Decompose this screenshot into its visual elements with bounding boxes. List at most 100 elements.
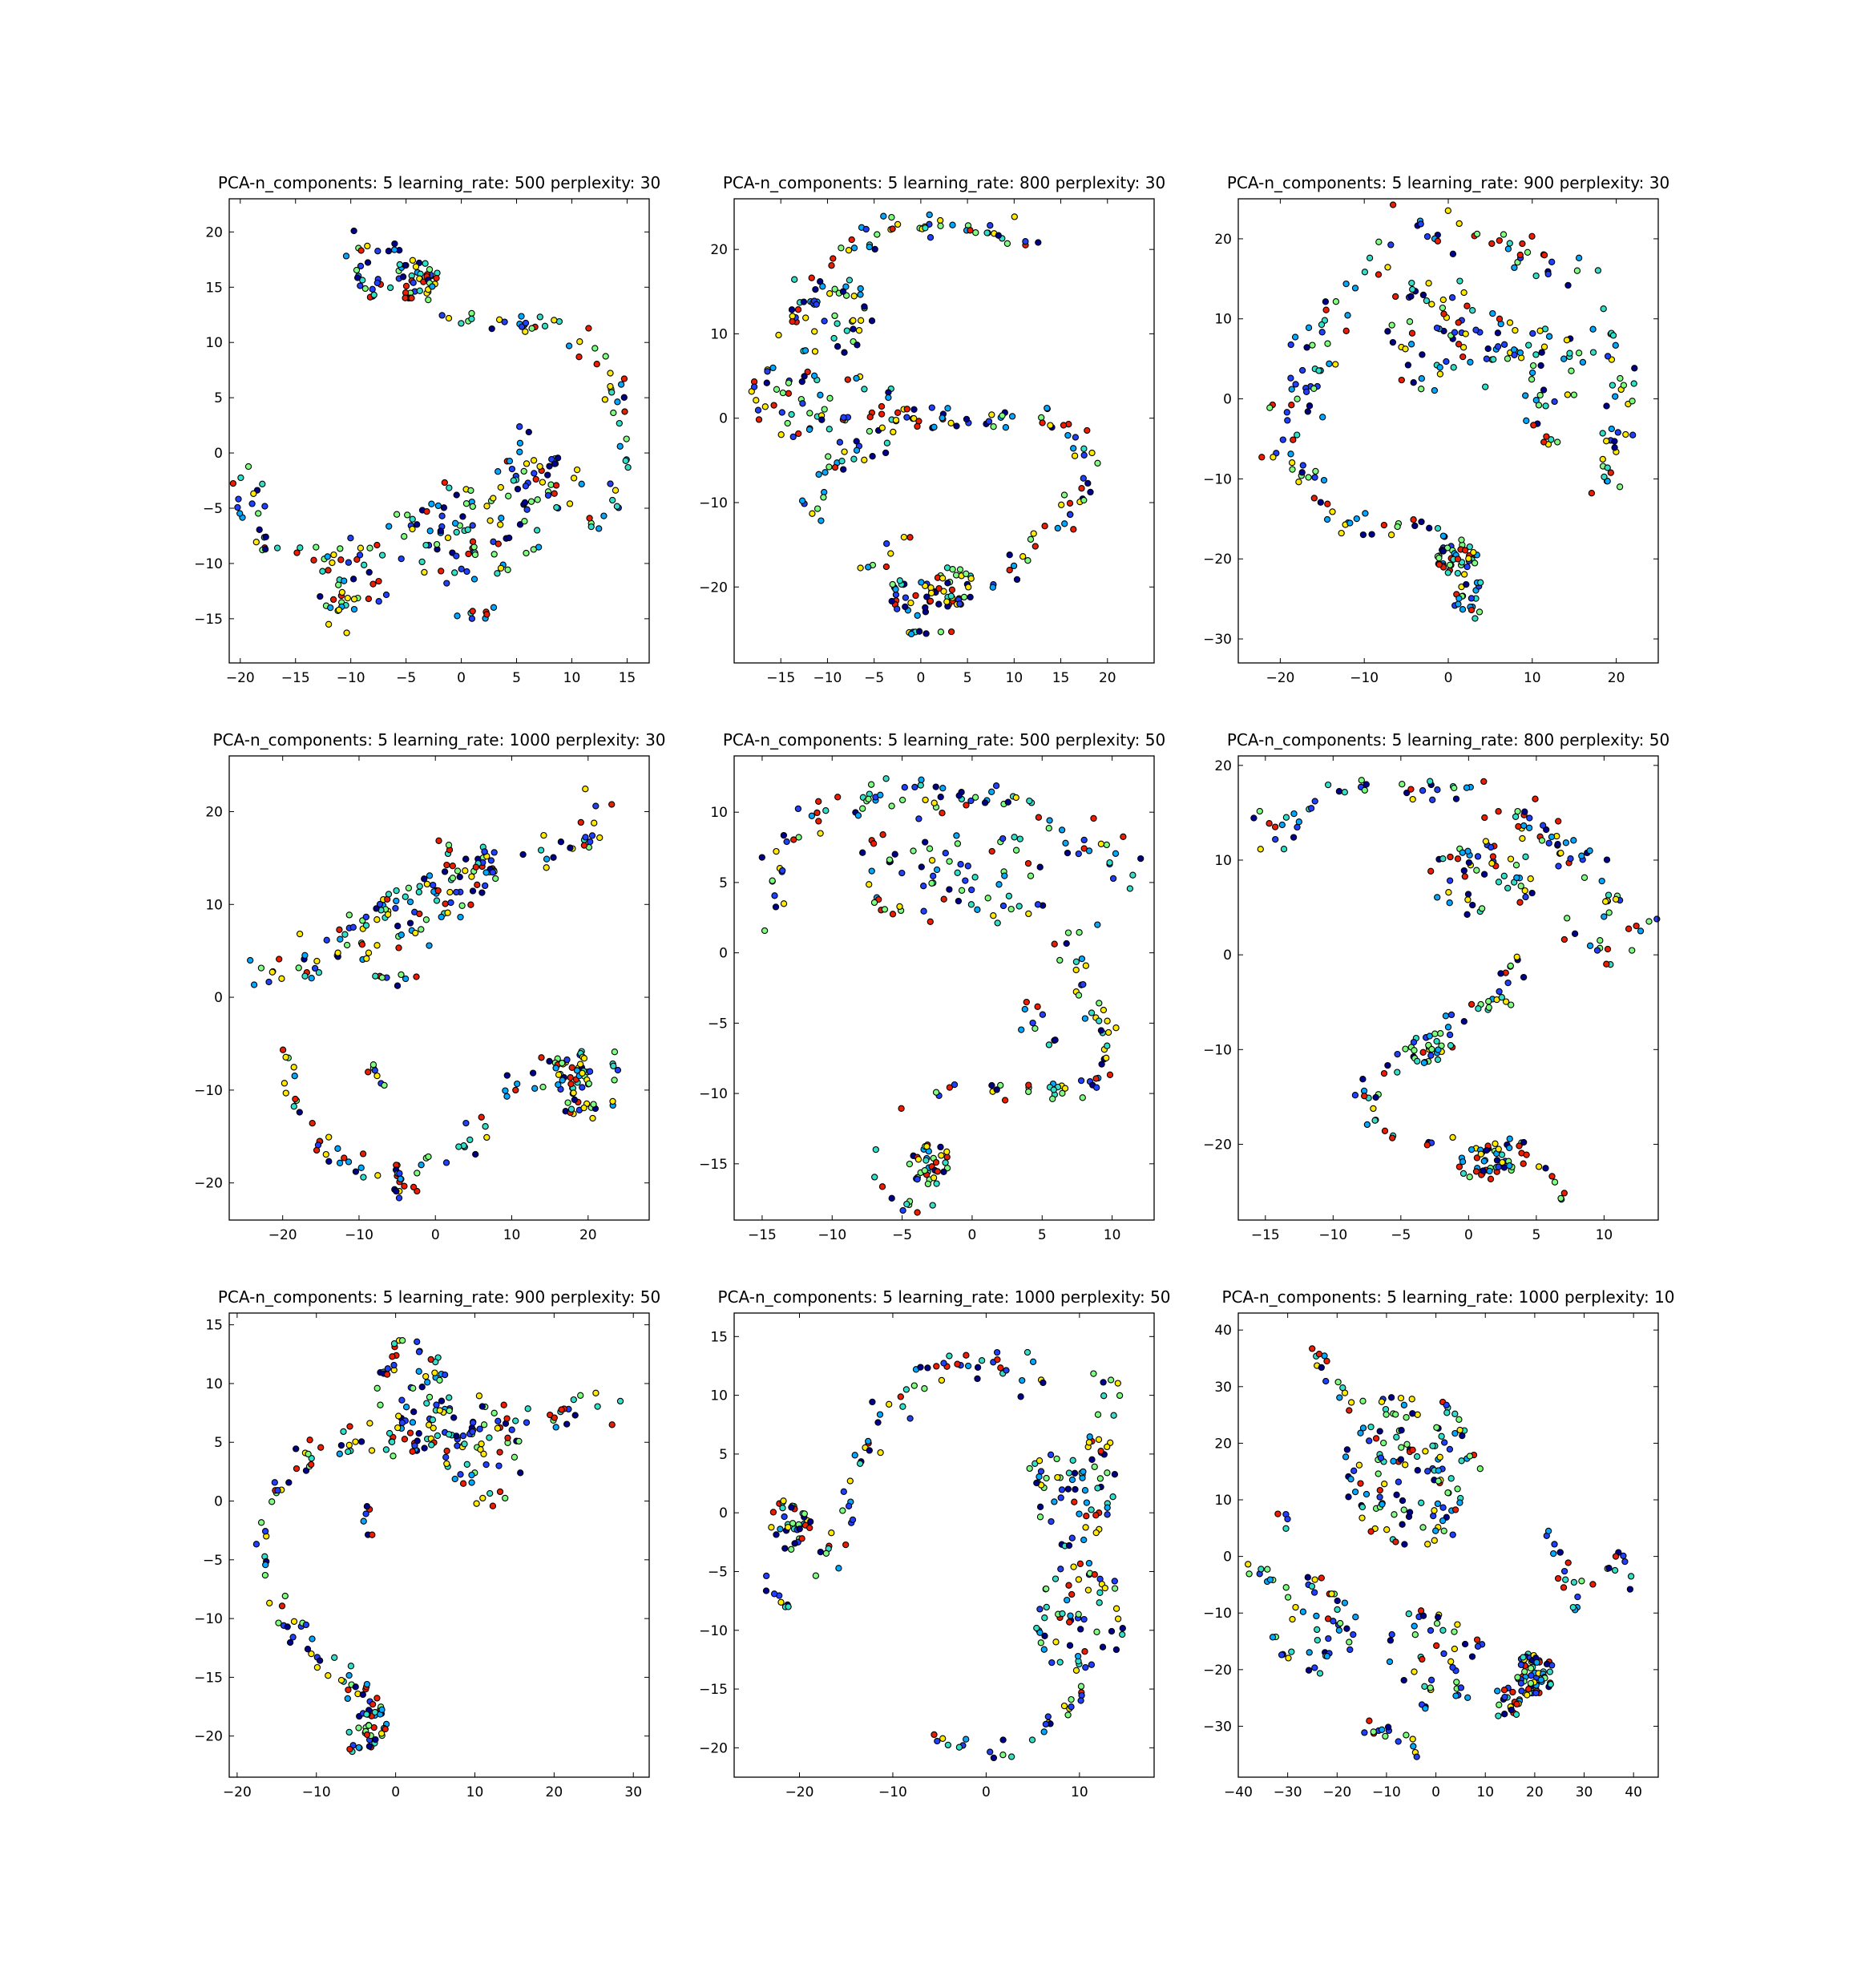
data-point: [811, 348, 819, 355]
x-tick-label: −40: [1224, 1784, 1253, 1800]
data-point: [1068, 1590, 1076, 1598]
data-point: [1626, 1586, 1634, 1593]
data-point: [1538, 837, 1546, 844]
data-point: [1045, 1041, 1053, 1049]
data-point: [398, 931, 405, 939]
data-point: [463, 568, 470, 576]
data-point: [1463, 911, 1471, 918]
data-point: [384, 1365, 391, 1372]
data-point: [1483, 355, 1491, 362]
data-point: [620, 375, 628, 382]
data-point: [616, 1397, 624, 1405]
data-point: [952, 572, 960, 579]
data-point: [559, 1077, 566, 1084]
data-point: [928, 404, 935, 411]
data-point: [922, 604, 929, 612]
data-point: [815, 471, 822, 478]
data-point: [1603, 402, 1610, 410]
data-point: [541, 322, 549, 329]
data-point: [1599, 455, 1606, 463]
data-point: [1409, 1410, 1416, 1417]
data-point: [1093, 1628, 1100, 1635]
data-point: [446, 1407, 453, 1414]
data-point: [486, 1434, 493, 1441]
data-point: [1346, 1646, 1354, 1654]
data-point: [1485, 998, 1492, 1005]
data-point: [1467, 606, 1476, 614]
data-point: [370, 291, 377, 299]
data-point: [1036, 1513, 1044, 1521]
data-point: [377, 1401, 384, 1408]
data-point: [1588, 490, 1596, 497]
data-point: [1409, 285, 1416, 293]
data-point: [934, 1737, 941, 1745]
data-point: [600, 512, 608, 519]
data-point: [1593, 947, 1601, 954]
data-point: [1065, 1469, 1073, 1477]
y-tick-label: −15: [699, 1157, 728, 1173]
data-point: [1409, 795, 1416, 803]
data-point: [1313, 1612, 1320, 1620]
data-point: [494, 570, 501, 577]
data-point: [567, 844, 574, 851]
data-point: [623, 435, 630, 442]
data-point: [428, 500, 435, 507]
data-point: [497, 564, 505, 572]
data-point: [1530, 422, 1537, 429]
data-point: [371, 1067, 378, 1074]
data-point: [349, 923, 357, 931]
data-point: [422, 260, 429, 267]
y-tick-label: 20: [205, 224, 223, 240]
data-point: [907, 630, 915, 638]
data-point: [785, 1603, 792, 1610]
data-point: [922, 1157, 930, 1164]
data-point: [1560, 1584, 1568, 1591]
data-point: [1518, 1687, 1525, 1695]
data-point: [813, 809, 821, 817]
data-point: [926, 211, 933, 219]
data-point: [850, 455, 858, 463]
data-point: [366, 1420, 373, 1427]
data-point: [785, 1524, 792, 1531]
data-point: [365, 1743, 373, 1750]
data-point: [1048, 1659, 1056, 1667]
data-point: [1292, 1603, 1299, 1611]
data-point: [956, 566, 964, 573]
data-point: [520, 467, 527, 475]
y-tick-label: 0: [1223, 1550, 1232, 1566]
data-point: [478, 1403, 486, 1410]
data-point: [1548, 833, 1556, 841]
data-point: [828, 262, 835, 269]
data-point: [1443, 1409, 1451, 1416]
axes-frame: [1237, 198, 1659, 664]
data-point: [1060, 422, 1068, 429]
data-point: [949, 221, 956, 228]
data-point: [271, 1479, 278, 1486]
data-point: [1287, 451, 1294, 458]
data-point: [1258, 454, 1266, 461]
data-point: [529, 1069, 537, 1077]
data-point: [1104, 1042, 1111, 1049]
x-tick-label: 0: [916, 670, 925, 686]
data-point: [586, 1068, 594, 1075]
data-point: [1403, 1731, 1410, 1739]
y-tick-label: 15: [205, 1318, 223, 1334]
data-point: [1496, 315, 1504, 322]
data-point: [543, 864, 550, 871]
data-point: [1439, 304, 1447, 312]
data-point: [1342, 327, 1350, 334]
data-point: [1446, 1445, 1454, 1453]
data-point: [311, 964, 319, 972]
data-point: [1507, 855, 1515, 863]
data-point: [1500, 341, 1508, 348]
data-point: [1080, 980, 1087, 988]
data-point: [910, 406, 918, 413]
data-point: [343, 629, 350, 636]
data-point: [1528, 369, 1536, 377]
data-point: [927, 918, 934, 925]
data-point: [1043, 1585, 1050, 1593]
axes-frame: [733, 755, 1155, 1221]
data-point: [1419, 1612, 1427, 1619]
x-tick-label: −15: [748, 1227, 777, 1243]
